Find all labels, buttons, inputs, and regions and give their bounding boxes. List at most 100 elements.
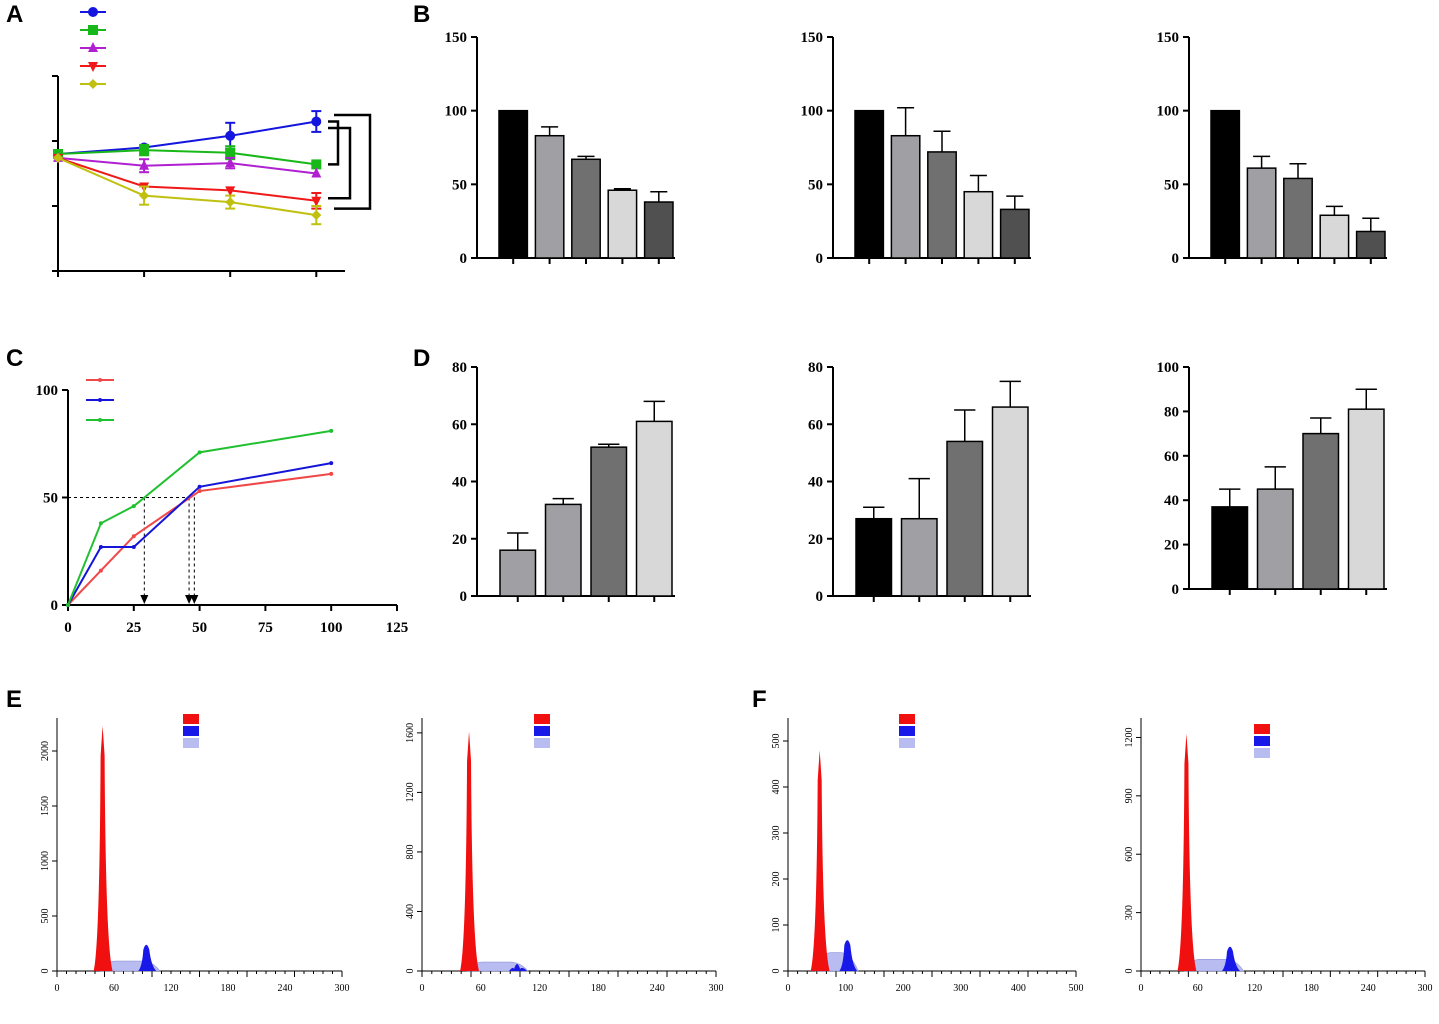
B3-y-tick-label: 100 xyxy=(1157,104,1180,120)
E1-g1-peak xyxy=(93,725,113,971)
D2-y-tick-label: 20 xyxy=(808,532,823,548)
F1-x-tick-label: 500 xyxy=(1069,983,1084,994)
F2-legend-swatch xyxy=(1254,724,1270,734)
D3-bar xyxy=(1211,506,1249,590)
D1-bar xyxy=(635,420,673,597)
E1-legend-swatch xyxy=(183,738,199,748)
c-x-tick-label: 50 xyxy=(192,620,207,636)
c-series-line-0 xyxy=(67,472,332,606)
a-legend-marker xyxy=(88,42,98,52)
a-data-point xyxy=(311,210,322,221)
c-x-tick-label: 100 xyxy=(320,620,343,636)
D1-y-tick-label: 40 xyxy=(452,475,467,491)
c-data-point xyxy=(131,534,136,539)
D2-y-tick-label: 40 xyxy=(808,475,823,491)
D3-y-tick-label: 100 xyxy=(1157,360,1180,376)
B2-y-tick-label: 100 xyxy=(801,104,824,120)
a-data-point xyxy=(225,130,236,141)
c-data-point xyxy=(329,471,334,476)
D1-y-tick-label: 60 xyxy=(452,417,467,433)
c-data-point xyxy=(197,484,202,489)
c-data-point xyxy=(197,489,202,494)
B1-y-tick-label: 100 xyxy=(445,104,468,120)
F2-x-tick-label: 300 xyxy=(1418,983,1433,994)
D1-bar xyxy=(590,446,628,597)
F2-y-tick-label: 1200 xyxy=(1124,727,1135,747)
B3-bar xyxy=(1355,230,1386,259)
B1-y-tick-label: 0 xyxy=(460,251,468,267)
c-data-point xyxy=(98,544,103,549)
c-x-tick-label: 125 xyxy=(386,620,409,636)
F2-legend-swatch xyxy=(1254,736,1270,746)
a-series-line-4 xyxy=(57,156,317,217)
a-legend-marker xyxy=(88,25,98,35)
B3-bar xyxy=(1246,167,1277,259)
F1-y-tick-label: 400 xyxy=(771,780,782,795)
E2-legend-swatch xyxy=(534,726,550,736)
c-data-point xyxy=(329,428,334,433)
F1-x-tick-label: 400 xyxy=(1011,983,1026,994)
F2-x-tick-label: 60 xyxy=(1193,983,1203,994)
a-significance-bracket xyxy=(328,120,340,166)
a-data-point xyxy=(311,116,322,127)
c-x-tick-label: 25 xyxy=(126,620,141,636)
B3-bar xyxy=(1210,109,1241,259)
c-legend-marker xyxy=(98,378,102,382)
c-data-point xyxy=(98,521,103,526)
D3-bar xyxy=(1302,432,1340,590)
E1-y-tick-label: 1500 xyxy=(40,796,51,816)
F1-y-tick-label: 100 xyxy=(771,918,782,933)
a-legend-marker xyxy=(88,79,98,89)
E2-x-tick-label: 180 xyxy=(591,983,606,994)
c-data-point xyxy=(131,504,136,509)
E1-y-tick-label: 2000 xyxy=(40,741,51,761)
B2-bar xyxy=(963,190,994,259)
E1-x-tick-label: 120 xyxy=(164,983,179,994)
F2-y-tick-label: 900 xyxy=(1124,788,1135,803)
F2-x-tick-label: 120 xyxy=(1247,983,1262,994)
E2-legend-swatch xyxy=(534,714,550,724)
a-series-line-3 xyxy=(57,156,317,202)
B2-bar xyxy=(890,134,921,259)
a-data-point xyxy=(139,190,150,201)
F2-x-tick-label: 180 xyxy=(1304,983,1319,994)
B2-y-tick-label: 50 xyxy=(808,177,823,193)
B2-bar xyxy=(854,109,885,259)
c-data-point xyxy=(131,544,136,549)
D2-y-tick-label: 0 xyxy=(816,589,824,605)
D2-bar xyxy=(855,517,893,597)
B3-y-tick-label: 150 xyxy=(1157,30,1180,46)
panel-label-b: B xyxy=(413,1,430,28)
c-y-tick-label: 0 xyxy=(51,598,59,614)
B1-y-tick-label: 50 xyxy=(452,177,467,193)
B2-bar xyxy=(999,208,1030,259)
D3-y-tick-label: 80 xyxy=(1164,404,1179,420)
D3-y-tick-label: 40 xyxy=(1164,493,1179,509)
a-data-point xyxy=(225,186,236,197)
F2-y-tick-label: 600 xyxy=(1124,847,1135,862)
a-series-line-2 xyxy=(57,156,317,175)
a-legend-marker xyxy=(88,62,98,72)
E2-y-tick-label: 1600 xyxy=(405,723,416,743)
D1-y-tick-label: 80 xyxy=(452,360,467,376)
D3-y-tick-label: 0 xyxy=(1172,582,1180,598)
E2-y-tick-label: 800 xyxy=(405,844,416,859)
F1-y-tick-label: 300 xyxy=(771,826,782,841)
panel-label-f: F xyxy=(752,686,767,713)
E2-y-tick-label: 1200 xyxy=(405,782,416,802)
E2-x-tick-label: 240 xyxy=(650,983,665,994)
E2-x-tick-label: 120 xyxy=(532,983,547,994)
B1-bar xyxy=(643,201,674,259)
c-legend-marker xyxy=(98,398,102,402)
B3-y-tick-label: 50 xyxy=(1164,177,1179,193)
a-legend-marker xyxy=(88,7,98,17)
a-data-point xyxy=(311,167,322,178)
a-series-line-0 xyxy=(57,120,317,155)
E2-y-tick-label: 400 xyxy=(405,904,416,919)
D2-y-tick-label: 60 xyxy=(808,417,823,433)
B1-bar xyxy=(498,109,529,259)
D1-bar xyxy=(544,503,582,597)
E1-y-tick-label: 0 xyxy=(40,969,51,974)
c-data-point xyxy=(98,568,103,573)
E1-legend-swatch xyxy=(183,726,199,736)
